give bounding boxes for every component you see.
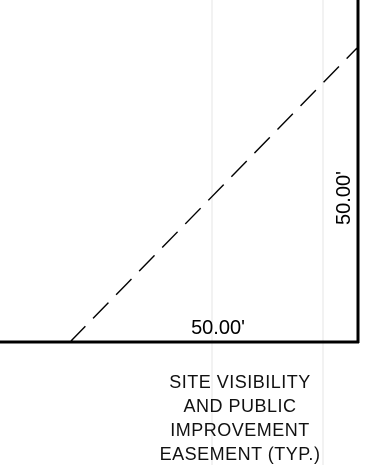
easement-note: SITE VISIBILITY AND PUBLIC IMPROVEMENT E…	[150, 370, 330, 466]
easement-note-line-1: SITE VISIBILITY	[169, 372, 311, 392]
sight-triangle-line	[69, 46, 359, 343]
easement-note-line-2: AND PUBLIC	[183, 396, 297, 416]
dimension-label-horizontal: 50.00'	[191, 317, 245, 339]
easement-note-line-4: EASEMENT (TYP.)	[159, 444, 321, 464]
dimension-label-vertical: 50.00'	[333, 171, 355, 225]
easement-note-line-3: IMPROVEMENT	[170, 420, 310, 440]
